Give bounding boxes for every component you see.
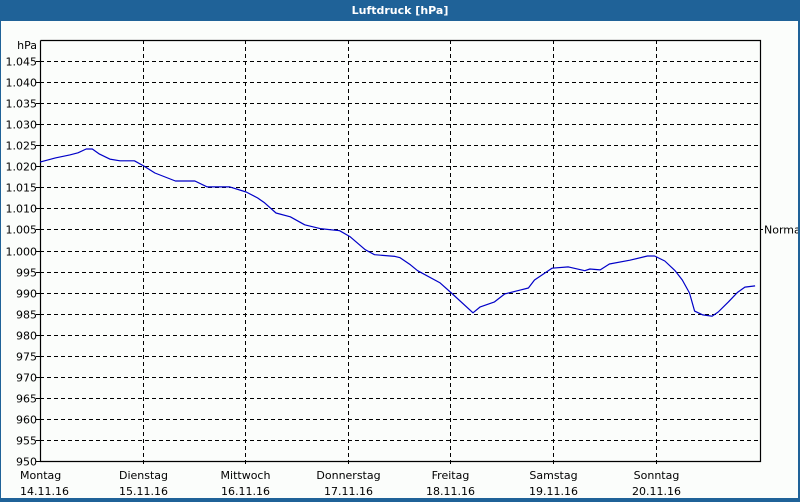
y-tick-label: 1.000 xyxy=(6,246,38,259)
y-tick-label: 980 xyxy=(16,330,37,343)
x-date-label: 17.11.16 xyxy=(324,485,373,498)
y-tick-label: 990 xyxy=(16,288,37,301)
y-tick-label: 1.020 xyxy=(6,161,38,174)
x-day-label: Montag xyxy=(20,469,61,482)
x-day-label: Freitag xyxy=(432,469,470,482)
plot-frame xyxy=(39,39,762,463)
y-axis-unit-label: hPa xyxy=(17,39,37,52)
x-date-label: 19.11.16 xyxy=(529,485,578,498)
x-date-label: 16.11.16 xyxy=(221,485,270,498)
y-tick-label: 955 xyxy=(16,435,37,448)
y-tick-label: 995 xyxy=(16,267,37,280)
y-tick-label: 1.010 xyxy=(6,203,38,216)
x-day-label: Dienstag xyxy=(119,469,168,482)
x-date-label: 20.11.16 xyxy=(632,485,681,498)
y-tick-label: 1.045 xyxy=(6,56,38,69)
x-day-label: Sonntag xyxy=(634,469,680,482)
y-tick-label: 1.005 xyxy=(6,224,38,237)
x-day-label: Mittwoch xyxy=(221,469,271,482)
y-tick-label: 975 xyxy=(16,351,37,364)
x-day-label: Samstag xyxy=(529,469,577,482)
window-title: Luftdruck [hPa] xyxy=(351,4,449,17)
pressure-line xyxy=(39,148,756,317)
y-tick-label: 970 xyxy=(16,372,37,385)
y-tick-label: 1.025 xyxy=(6,140,38,153)
y-tick-label: 1.035 xyxy=(6,98,38,111)
y-tick-label: 960 xyxy=(16,414,37,427)
y-tick-label: 985 xyxy=(16,309,37,322)
x-date-label: 14.11.16 xyxy=(20,485,69,498)
x-day-label: Donnerstag xyxy=(316,469,380,482)
y-tick-label: 1.030 xyxy=(6,119,38,132)
x-date-label: 15.11.16 xyxy=(119,485,168,498)
reference-label-normal: Normal xyxy=(764,224,798,237)
y-tick-label: 1.015 xyxy=(6,182,38,195)
y-tick-label: 1.040 xyxy=(6,77,38,90)
pressure-chart: 950 955 960 965 970 975 980 985 990 995 1.000 1.005… xyxy=(6,39,800,498)
x-date-label: 18.11.16 xyxy=(426,485,475,498)
chart-canvas: 950 955 960 965 970 975 980 985 990 995 1.000 1.005… xyxy=(1,21,800,498)
y-tick-label: 950 xyxy=(16,456,37,469)
y-tick-label: 965 xyxy=(16,393,37,406)
